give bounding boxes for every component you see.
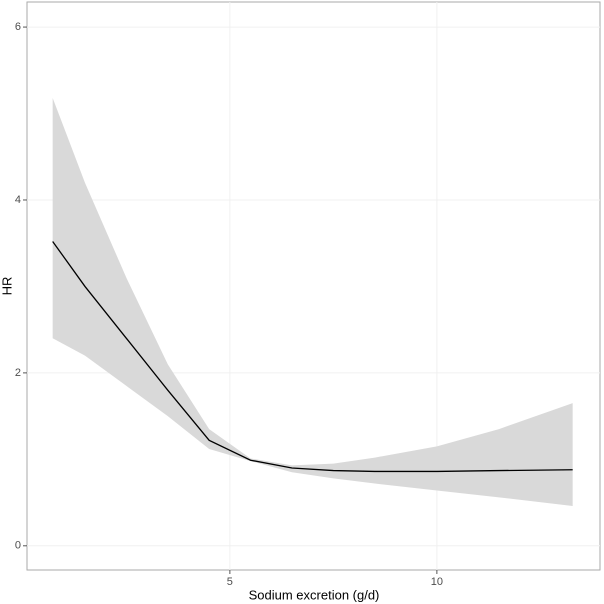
x-tick-label: 5 bbox=[227, 576, 233, 588]
x-axis-title: Sodium excretion (g/d) bbox=[249, 587, 380, 602]
y-tick-label: 0 bbox=[15, 540, 21, 552]
hr-line bbox=[52, 241, 573, 473]
x-tick-label: 10 bbox=[431, 576, 443, 588]
y-tick-label: 6 bbox=[15, 21, 21, 33]
confidence-band bbox=[52, 97, 573, 507]
y-axis-title: HR bbox=[0, 277, 14, 296]
y-tick-label: 4 bbox=[15, 194, 21, 206]
y-tick-label: 2 bbox=[15, 367, 21, 379]
